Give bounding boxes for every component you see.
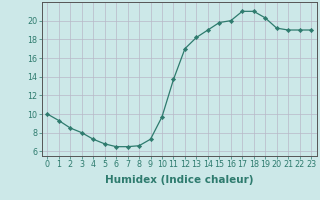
X-axis label: Humidex (Indice chaleur): Humidex (Indice chaleur) [105, 175, 253, 185]
